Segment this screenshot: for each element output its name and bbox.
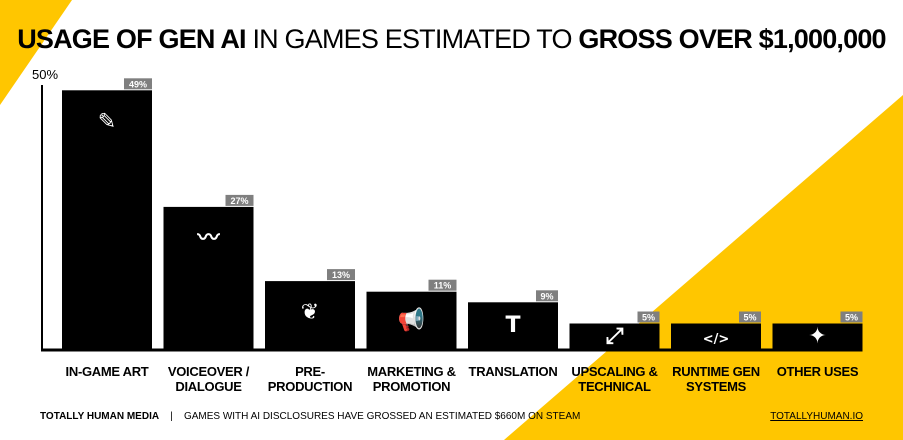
title-bold-part-2: GROSS OVER $1,000,000 xyxy=(578,24,886,54)
bar xyxy=(163,206,254,350)
footer-separator: | xyxy=(170,411,173,422)
bar xyxy=(671,323,761,350)
bar xyxy=(366,291,457,350)
brain-icon: ❦ xyxy=(301,300,319,325)
data-label: 5% xyxy=(845,313,858,323)
data-label: 5% xyxy=(743,313,756,323)
data-label-box xyxy=(428,279,457,291)
chart-title: USAGE OF GEN AI IN GAMES ESTIMATED TO GR… xyxy=(0,24,903,55)
pencil-ruler-icon: ✎ xyxy=(98,109,116,134)
x-tick-label: RUNTIME GEN SYSTEMS xyxy=(672,364,760,394)
accent-triangle-top-left xyxy=(0,0,72,105)
accent-triangle-bottom-right xyxy=(504,95,903,440)
data-label-box xyxy=(225,194,254,206)
expand-icon: ⤢ xyxy=(606,324,624,349)
footer: TOTALLY HUMAN MEDIA | GAMES WITH AI DISC… xyxy=(40,411,580,422)
footer-brand: TOTALLY HUMAN MEDIA xyxy=(40,411,160,422)
x-tick-label: IN-GAME ART xyxy=(65,364,149,379)
waveform-icon: 〰 xyxy=(196,226,220,251)
text-icon: T xyxy=(505,313,520,338)
x-tick-label: UPSCALING & TECHNICAL xyxy=(571,364,658,394)
bar xyxy=(62,90,152,351)
x-tick-label: PRE- PRODUCTION xyxy=(267,364,353,394)
y-tick-label: 50% xyxy=(32,67,58,82)
data-label-box xyxy=(739,311,761,323)
title-light-part: IN GAMES ESTIMATED TO xyxy=(252,24,572,54)
x-tick-label: VOICEOVER / DIALOGUE xyxy=(167,364,250,394)
bar xyxy=(569,323,660,350)
data-label-box xyxy=(327,269,355,281)
data-label-box xyxy=(840,311,863,323)
website-link[interactable]: TOTALLYHUMAN.IO xyxy=(770,411,863,422)
megaphone-icon: 📢 xyxy=(398,307,425,333)
data-label: 13% xyxy=(332,270,350,280)
code-icon: </> xyxy=(703,332,730,347)
bar xyxy=(772,323,863,350)
data-label: 49% xyxy=(129,79,147,89)
footer-note: GAMES WITH AI DISCLOSURES HAVE GROSSED A… xyxy=(183,411,581,422)
data-label: 27% xyxy=(230,196,248,206)
bar xyxy=(265,281,355,350)
x-tick-label: MARKETING & PROMOTION xyxy=(367,364,456,394)
data-label-box xyxy=(637,311,660,323)
data-label: 11% xyxy=(434,281,452,291)
data-label: 5% xyxy=(642,313,655,323)
bar xyxy=(468,302,558,350)
title-bold-part-1: USAGE OF GEN AI xyxy=(17,24,246,54)
magic-wand-icon: ✦ xyxy=(808,324,826,349)
x-tick-label: OTHER USES xyxy=(776,364,859,379)
data-label: 9% xyxy=(540,291,553,301)
data-label-box xyxy=(124,78,152,90)
x-tick-label: TRANSLATION xyxy=(468,364,558,379)
data-label-box xyxy=(536,290,558,302)
